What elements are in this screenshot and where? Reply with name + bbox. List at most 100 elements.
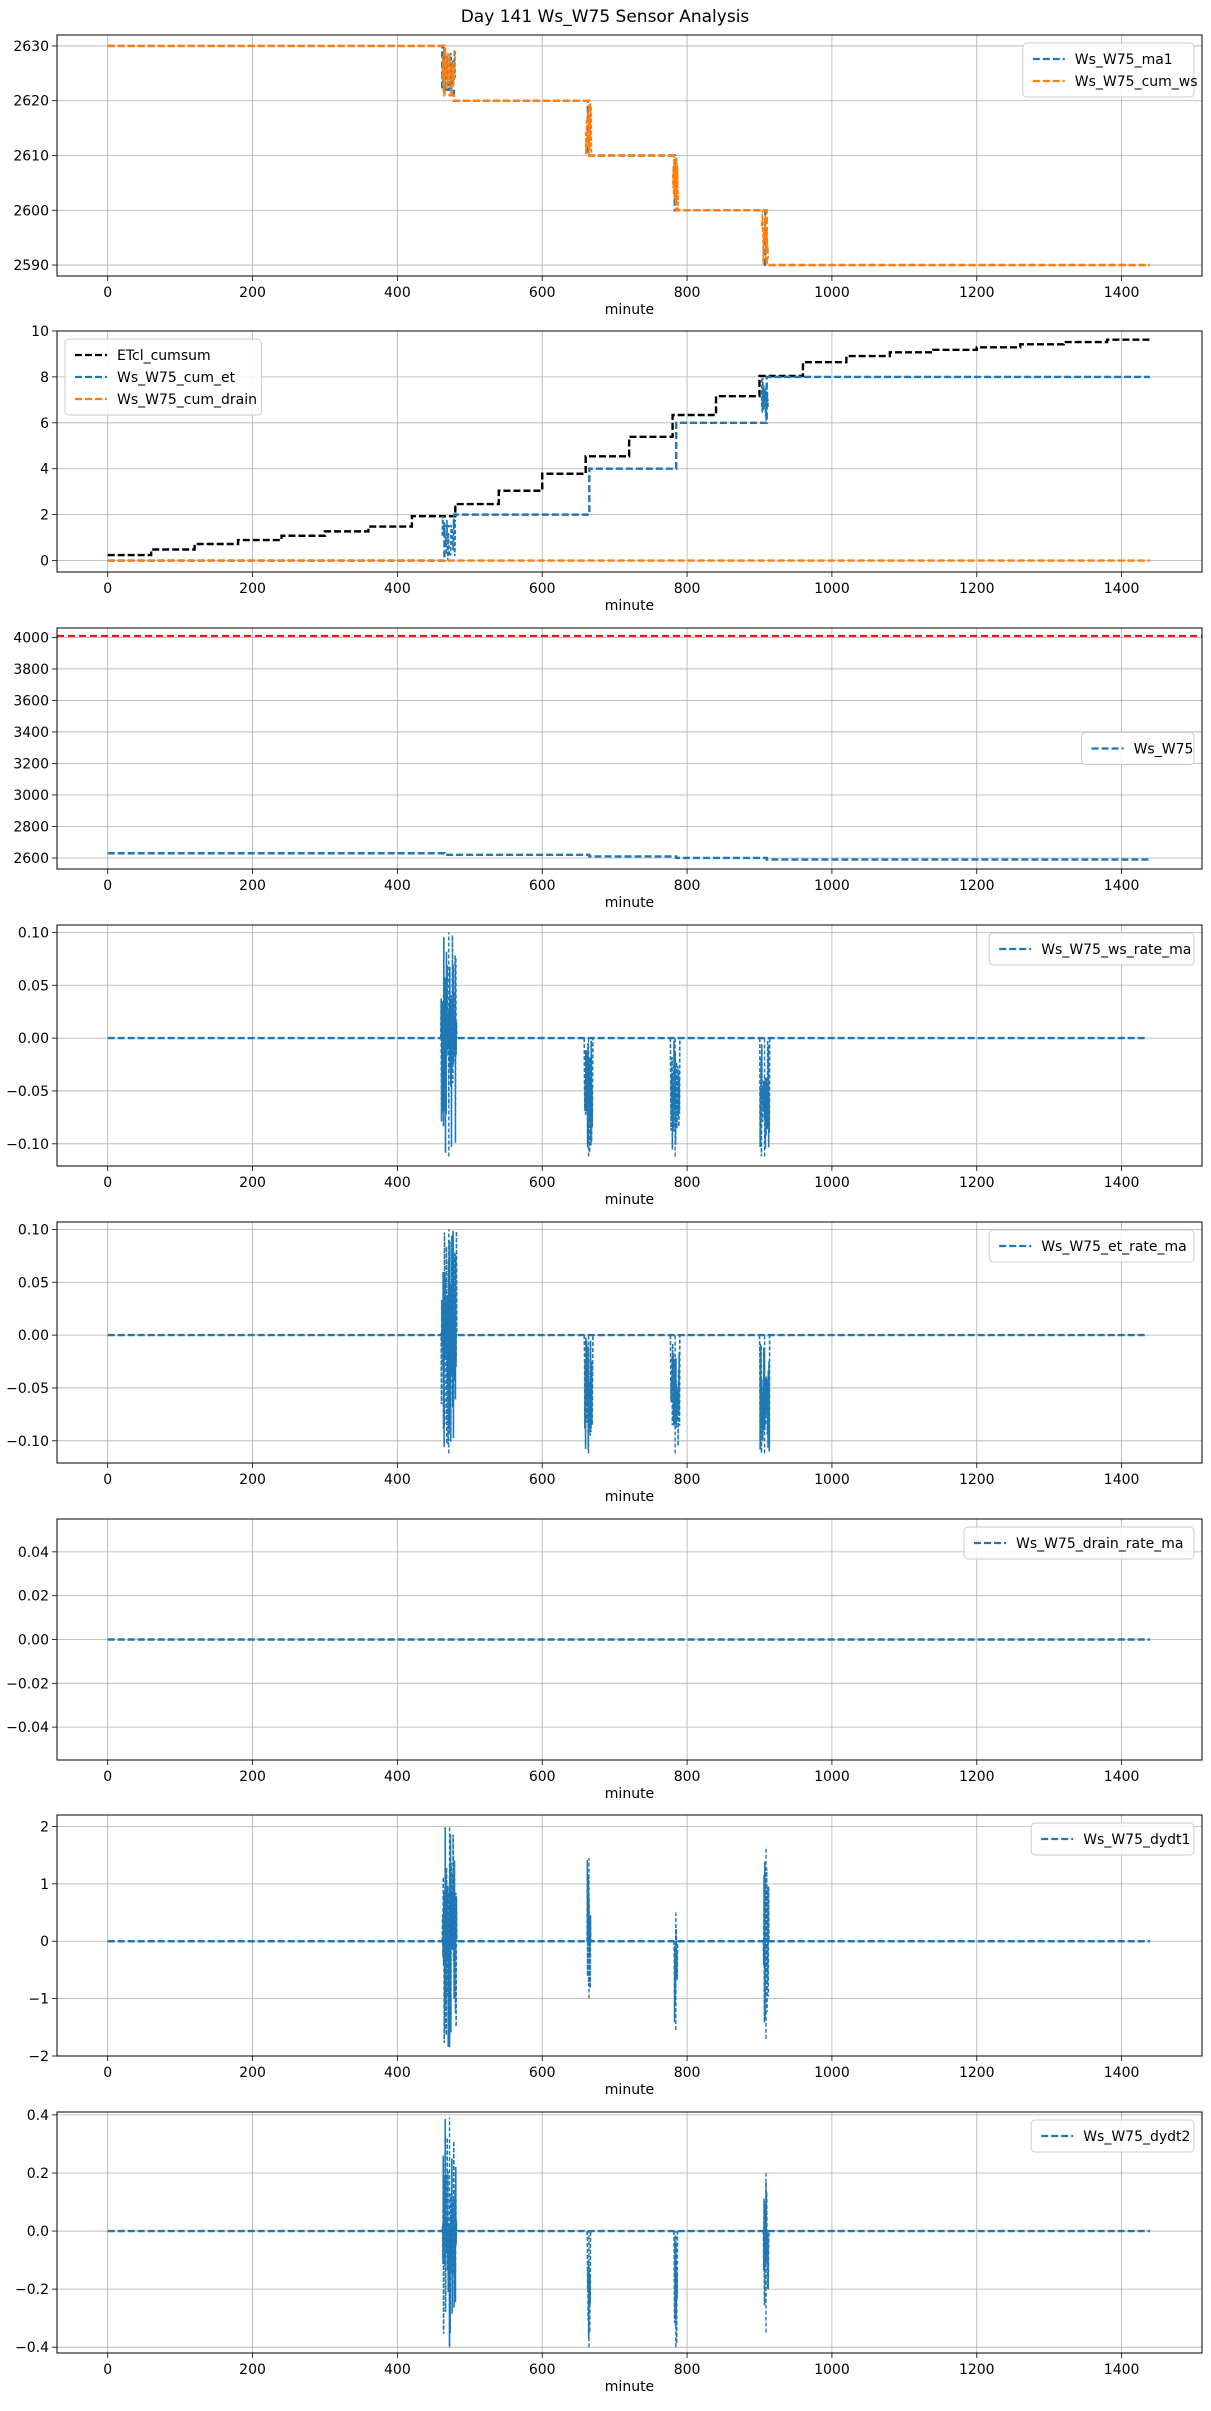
- x-tick-label: 1200: [959, 2065, 995, 2081]
- x-tick-label: 0: [103, 1769, 112, 1785]
- figure-title: Day 141 Ws_W75 Sensor Analysis: [461, 7, 750, 27]
- x-axis-label: minute: [605, 1489, 654, 1505]
- x-tick-label: 1000: [814, 1472, 850, 1488]
- x-tick-label: 1000: [814, 2362, 850, 2378]
- legend: ETcl_cumsum Ws_W75_cum_et Ws_W75_cum_drain: [64, 338, 262, 416]
- x-tick-label: 400: [384, 2362, 411, 2378]
- x-tick-label: 800: [674, 285, 701, 301]
- y-tick-label: 3600: [13, 693, 49, 709]
- y-tick-label: 0.05: [18, 978, 49, 994]
- x-tick-label: 800: [674, 2065, 701, 2081]
- x-tick-label: 200: [239, 2065, 266, 2081]
- series-jitter: [760, 377, 769, 422]
- y-tick-label: 0.10: [18, 925, 49, 941]
- y-tick-label: 0.04: [18, 1545, 49, 1561]
- x-tick-label: 800: [674, 581, 701, 597]
- x-tick-label: 1200: [959, 878, 995, 894]
- y-tick-label: −0.02: [6, 1676, 49, 1692]
- x-tick-label: 800: [674, 878, 701, 894]
- x-tick-label: 1400: [1104, 2065, 1140, 2081]
- x-tick-label: 200: [239, 1175, 266, 1191]
- x-tick-label: 400: [384, 581, 411, 597]
- y-tick-label: 0.00: [18, 1633, 49, 1649]
- legend: Ws_W75: [1081, 732, 1195, 765]
- x-tick-label: 400: [384, 2065, 411, 2081]
- series-burst: [583, 1038, 594, 1153]
- legend-label: Ws_W75_drain_rate_ma: [1016, 1536, 1183, 1552]
- y-tick-label: 0.0: [27, 2224, 49, 2240]
- x-tick-label: 1200: [959, 2362, 995, 2378]
- legend-label: Ws_W75_cum_ws: [1075, 74, 1198, 90]
- y-tick-label: 3000: [13, 788, 49, 804]
- legend-label: Ws_W75_ma1: [1075, 52, 1173, 68]
- y-tick-label: 2800: [13, 819, 49, 835]
- x-axis-label: minute: [605, 1192, 654, 1208]
- chart-panel-6: 0 200 400 600 800 1000 1200 1400 −0.04 −0.02 0.00 0…: [6, 1518, 1203, 1802]
- legend: Ws_W75_et_rate_ma: [988, 1229, 1195, 1263]
- x-tick-label: 1000: [814, 581, 850, 597]
- series-burst: [758, 1038, 771, 1157]
- legend-frame: [963, 1526, 1195, 1560]
- x-tick-label: 1000: [814, 2065, 850, 2081]
- x-tick-label: 600: [529, 2362, 556, 2378]
- x-tick-label: 0: [103, 2065, 112, 2081]
- y-tick-label: 0.02: [18, 1589, 49, 1605]
- x-tick-label: 800: [674, 2362, 701, 2378]
- x-tick-label: 0: [103, 285, 112, 301]
- y-tick-label: −0.05: [6, 1381, 49, 1397]
- axes-frame: [56, 34, 1203, 277]
- x-tick-label: 600: [529, 285, 556, 301]
- series-burst: [762, 2182, 770, 2306]
- x-tick-label: 0: [103, 878, 112, 894]
- x-tick-label: 800: [674, 1175, 701, 1191]
- y-tick-label: 3200: [13, 756, 49, 772]
- legend: Ws_W75_dydt1: [1030, 1822, 1195, 1856]
- x-tick-label: 1000: [814, 1769, 850, 1785]
- axes-frame: [56, 924, 1203, 1167]
- x-tick-label: 1000: [814, 878, 850, 894]
- plot-area: [107, 2117, 1150, 2348]
- series-burst: [586, 1859, 592, 1989]
- x-axis-label: minute: [605, 895, 654, 911]
- x-tick-label: 600: [529, 1175, 556, 1191]
- series-burst: [586, 2230, 592, 2340]
- series-jitter: [441, 515, 457, 561]
- axes-frame: [56, 330, 1203, 573]
- x-tick-label: 0: [103, 1472, 112, 1488]
- y-tick-label: 0: [40, 1934, 49, 1950]
- x-tick-label: 1400: [1104, 1769, 1140, 1785]
- x-tick-label: 1400: [1104, 878, 1140, 894]
- x-tick-label: 400: [384, 285, 411, 301]
- legend-label: Ws_W75_dydt1: [1083, 1832, 1190, 1848]
- x-tick-label: 1200: [959, 1769, 995, 1785]
- legend: Ws_W75_drain_rate_ma: [963, 1526, 1195, 1560]
- x-tick-label: 200: [239, 285, 266, 301]
- x-tick-label: 1200: [959, 285, 995, 301]
- legend-frame: [988, 1229, 1195, 1263]
- axes-frame: [56, 1221, 1203, 1464]
- y-tick-label: 1: [40, 1877, 49, 1893]
- y-tick-label: 8: [40, 370, 49, 386]
- x-tick-label: 600: [529, 878, 556, 894]
- series-line-etcl-cumsum: [107, 338, 1150, 557]
- x-tick-label: 0: [103, 2362, 112, 2378]
- x-tick-label: 1200: [959, 581, 995, 597]
- series-burst: [440, 1230, 458, 1448]
- plot-area: [107, 44, 1150, 267]
- legend-label: ETcl_cumsum: [117, 348, 211, 364]
- legend: Ws_W75_ws_rate_ma: [988, 932, 1195, 966]
- legend-label: Ws_W75_et_rate_ma: [1041, 1239, 1187, 1255]
- legend-label: Ws_W75_ws_rate_ma: [1041, 942, 1191, 958]
- y-tick-label: 2610: [13, 149, 49, 165]
- x-tick-label: 200: [239, 2362, 266, 2378]
- legend-label: Ws_W75_cum_drain: [117, 392, 257, 408]
- y-tick-label: −0.10: [6, 1434, 49, 1450]
- x-tick-label: 1200: [959, 1472, 995, 1488]
- chart-panel-4: 0 200 400 600 800 1000 1200 1400 −0.10 −0.05 0.00 0…: [6, 924, 1203, 1208]
- legend-frame: [1022, 42, 1195, 98]
- y-tick-label: −0.4: [15, 2340, 49, 2356]
- x-tick-label: 1400: [1104, 285, 1140, 301]
- plot-area: [107, 338, 1150, 562]
- y-tick-label: 0.10: [18, 1222, 49, 1238]
